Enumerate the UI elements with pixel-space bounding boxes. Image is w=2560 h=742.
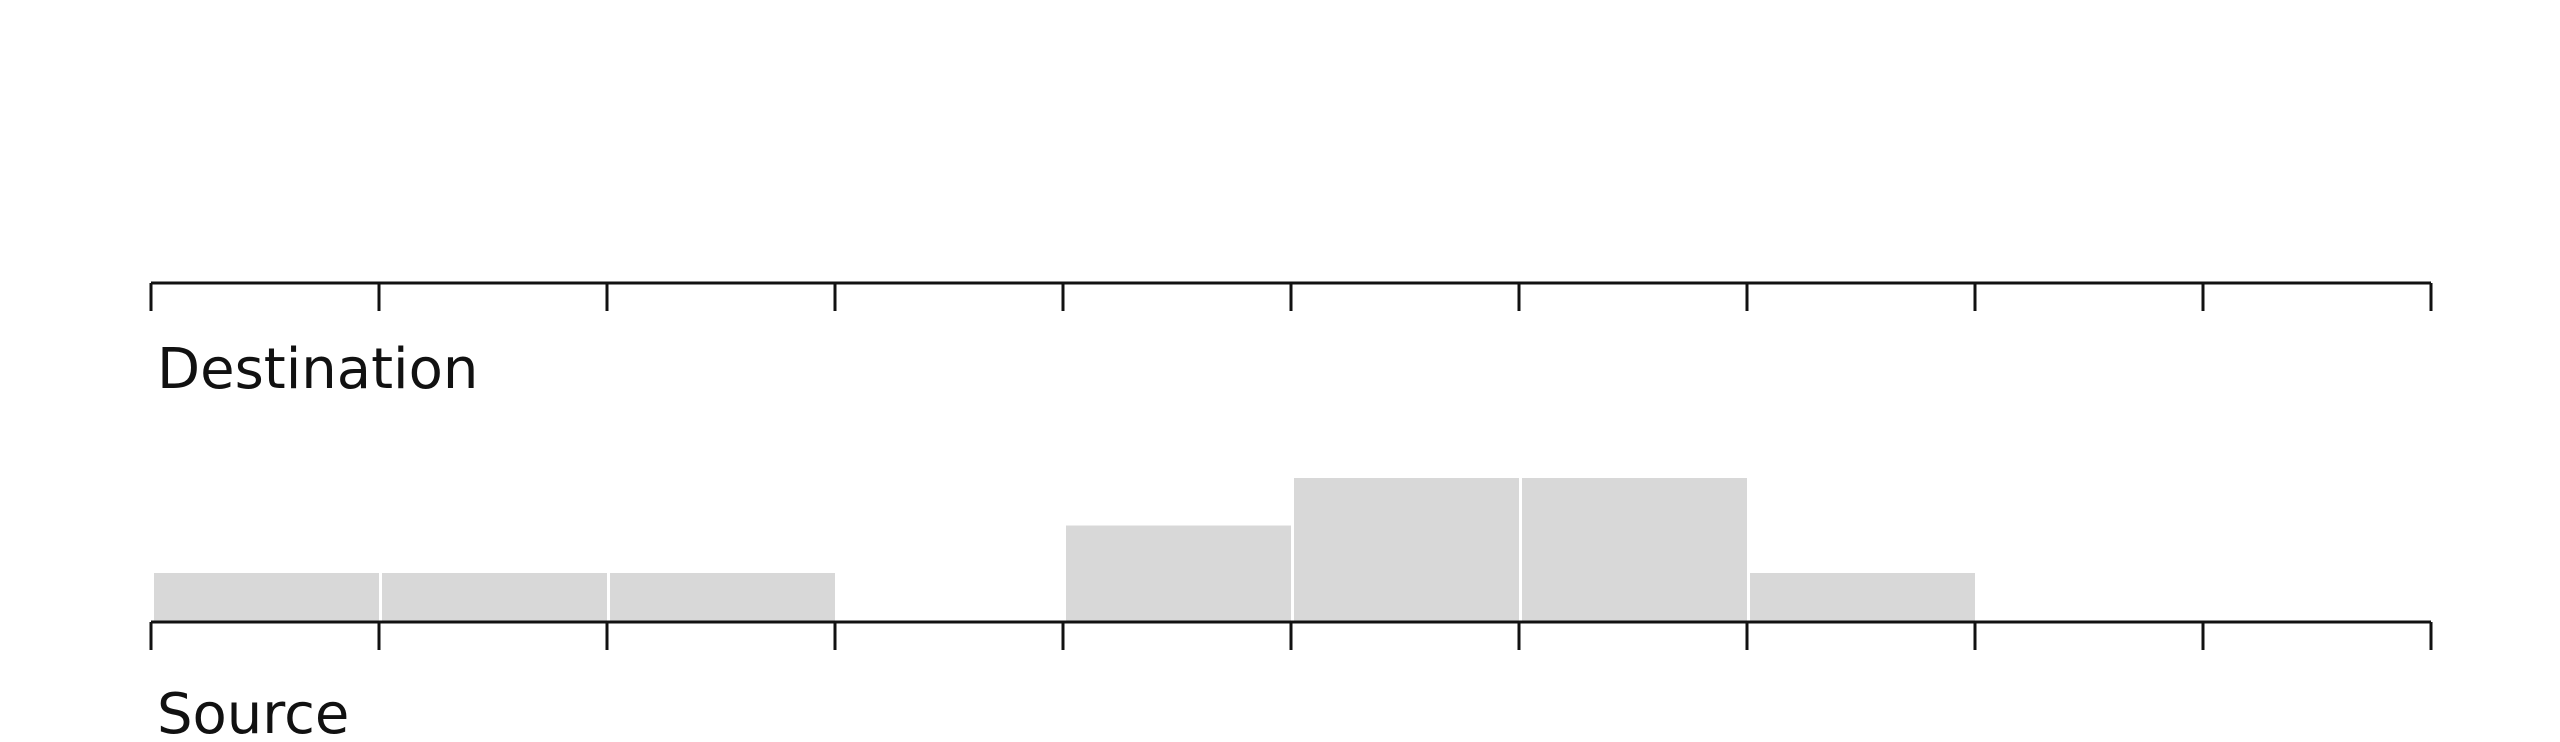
source-bin-bar xyxy=(1750,573,1975,621)
destination-ticks xyxy=(149,283,2433,311)
destination-axis xyxy=(149,281,2433,311)
source-axis-label: Source xyxy=(157,682,349,742)
destination-axis-label: Destination xyxy=(157,337,478,402)
source-axis xyxy=(149,620,2433,650)
source-bin-bar xyxy=(610,573,835,621)
source-bin-bar xyxy=(1066,525,1291,621)
source-ticks xyxy=(149,622,2433,650)
source-bin-bar xyxy=(1294,478,1519,621)
source-bars xyxy=(154,478,1975,621)
source-bin-bar xyxy=(382,573,607,621)
source-bin-bar xyxy=(1522,478,1747,621)
source-bin-bar xyxy=(154,573,379,621)
